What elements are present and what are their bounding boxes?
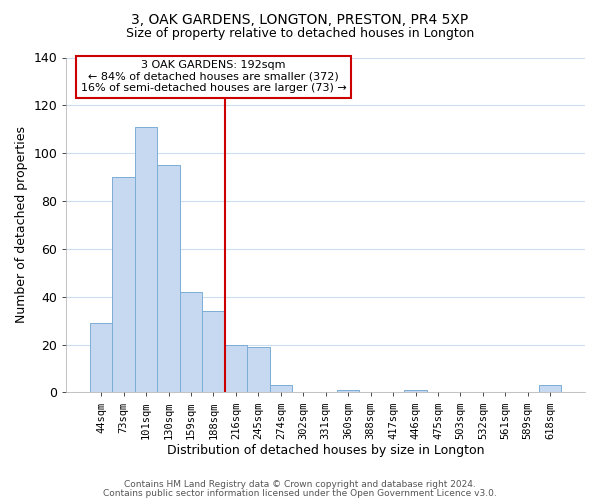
Bar [112, 177, 135, 392]
Y-axis label: Number of detached properties: Number of detached properties [15, 126, 28, 324]
Bar [90, 323, 112, 392]
Bar [135, 127, 157, 392]
Bar [404, 390, 427, 392]
Bar [337, 390, 359, 392]
Bar [202, 311, 225, 392]
Bar [247, 347, 269, 393]
Bar [157, 165, 180, 392]
Text: 3, OAK GARDENS, LONGTON, PRESTON, PR4 5XP: 3, OAK GARDENS, LONGTON, PRESTON, PR4 5X… [131, 12, 469, 26]
Text: Contains public sector information licensed under the Open Government Licence v3: Contains public sector information licen… [103, 488, 497, 498]
Text: Contains HM Land Registry data © Crown copyright and database right 2024.: Contains HM Land Registry data © Crown c… [124, 480, 476, 489]
Bar [180, 292, 202, 392]
Text: Size of property relative to detached houses in Longton: Size of property relative to detached ho… [126, 28, 474, 40]
Bar [539, 385, 562, 392]
Bar [225, 344, 247, 393]
Text: 3 OAK GARDENS: 192sqm
← 84% of detached houses are smaller (372)
16% of semi-det: 3 OAK GARDENS: 192sqm ← 84% of detached … [80, 60, 346, 93]
X-axis label: Distribution of detached houses by size in Longton: Distribution of detached houses by size … [167, 444, 484, 458]
Bar [269, 385, 292, 392]
